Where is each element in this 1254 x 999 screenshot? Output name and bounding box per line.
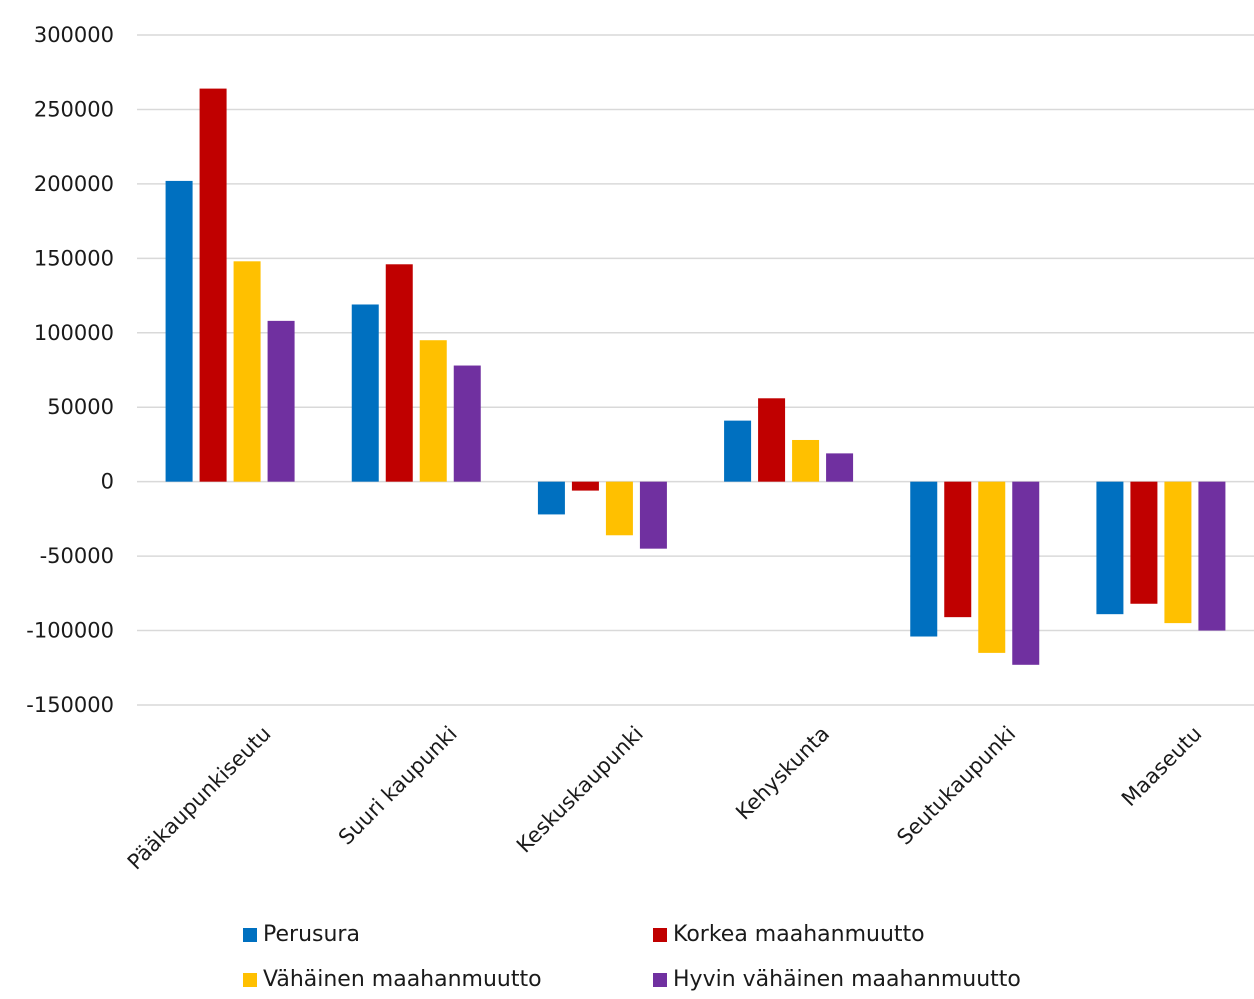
legend-item-vahainen: Vähäinen maahanmuutto	[243, 967, 542, 992]
y-tick-label: -50000	[40, 544, 114, 568]
gridlines	[137, 34, 1254, 706]
bar	[978, 481, 1006, 653]
x-axis: Pääkaupunkiseutu Suuri kaupunki Keskuskaup…	[123, 722, 1207, 875]
bar	[1164, 481, 1192, 624]
bar	[944, 481, 972, 618]
y-tick-label: 150000	[34, 246, 114, 270]
x-tick-label: Pääkaupunkiseutu	[123, 722, 276, 875]
bar	[724, 420, 752, 482]
y-tick-label: 250000	[34, 97, 114, 121]
bar	[537, 481, 565, 515]
bar	[826, 453, 854, 482]
bar	[199, 88, 227, 482]
y-tick-label: -150000	[26, 693, 114, 717]
bar	[1012, 481, 1040, 665]
y-tick-label: 100000	[34, 321, 114, 345]
y-tick-label: 200000	[34, 172, 114, 196]
bar	[571, 481, 599, 491]
legend-swatch-hyvin-vahainen	[653, 972, 667, 987]
y-tick-label: 0	[101, 470, 114, 494]
x-tick-label: Keskuskaupunki	[512, 722, 648, 858]
bar	[419, 340, 447, 482]
bar	[1130, 481, 1158, 604]
bar	[233, 261, 261, 482]
bar	[1198, 481, 1226, 631]
x-tick-label: Suuri kaupunki	[334, 722, 462, 850]
legend-label: Korkea maahanmuutto	[673, 922, 925, 947]
y-axis: 300000 250000 200000 150000 100000 50000 0 -500…	[26, 23, 114, 717]
y-tick-label: 300000	[34, 23, 114, 47]
bar	[758, 398, 786, 482]
bar-chart: 300000 250000 200000 150000 100000 50000 0 -500…	[26, 23, 1254, 875]
bar	[351, 304, 379, 482]
x-tick-label: Seutukaupunki	[892, 722, 1020, 850]
legend-swatch-vahainen	[243, 972, 257, 987]
legend-label: Hyvin vähäinen maahanmuutto	[673, 967, 1021, 992]
bar	[605, 481, 633, 536]
legend-item-perusura: Perusura	[243, 922, 360, 947]
bar	[267, 320, 295, 482]
bar	[792, 439, 820, 482]
x-tick-label: Kehyskunta	[731, 722, 834, 825]
bar	[385, 264, 413, 482]
bar	[910, 481, 938, 637]
bar	[453, 365, 481, 482]
legend-swatch-korkea	[653, 927, 667, 942]
bar	[639, 481, 667, 549]
y-tick-label: -100000	[26, 619, 114, 643]
bar	[1096, 481, 1124, 615]
y-tick-label: 50000	[47, 395, 114, 419]
bar	[165, 180, 193, 482]
bars	[165, 88, 1226, 665]
legend-label: Perusura	[263, 922, 360, 947]
legend-item-korkea: Korkea maahanmuutto	[653, 922, 925, 947]
legend-label: Vähäinen maahanmuutto	[263, 967, 542, 992]
legend-item-hyvin-vahainen: Hyvin vähäinen maahanmuutto	[653, 967, 1021, 992]
x-tick-label: Maaseutu	[1117, 722, 1207, 812]
legend-swatch-perusura	[243, 927, 257, 942]
